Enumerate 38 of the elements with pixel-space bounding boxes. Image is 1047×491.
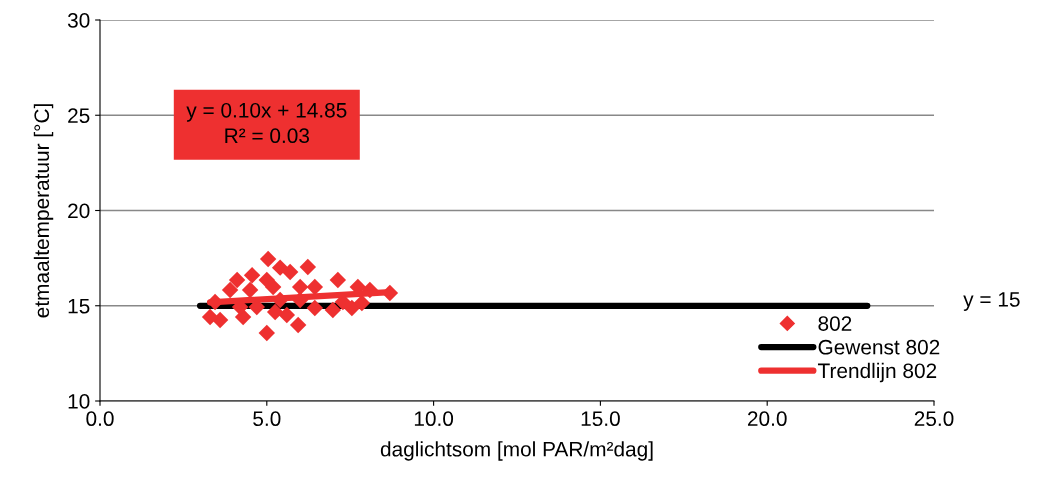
point <box>299 258 317 276</box>
point <box>259 250 277 268</box>
point <box>291 278 309 296</box>
point <box>353 294 371 312</box>
y-tick-label: 10 <box>68 394 90 409</box>
point <box>289 316 307 334</box>
y-tick-label: 15 <box>68 298 90 314</box>
point <box>258 324 276 342</box>
legend-label: Gewenst 802 <box>818 339 940 355</box>
x-tick-label: 5.0 <box>253 411 281 427</box>
point <box>243 267 261 284</box>
y-tick-label: 20 <box>68 203 90 219</box>
y-axis-title: etmaaltemperatuur [°C] <box>33 104 54 318</box>
annotation: y = 0.10x + 14.85 R² = 0.03 <box>186 102 347 144</box>
point <box>329 271 347 289</box>
point <box>306 278 324 296</box>
point <box>266 303 284 321</box>
point <box>278 306 296 324</box>
legend-label: 802 <box>818 316 852 331</box>
point <box>306 299 324 317</box>
y-tick-label: 25 <box>68 108 90 123</box>
point <box>271 259 289 276</box>
x-tick-label: 20.0 <box>747 411 787 427</box>
point <box>258 271 276 289</box>
y-tick-label: 30 <box>67 13 90 28</box>
x-tick-label: 10.0 <box>414 411 454 427</box>
point <box>228 271 246 289</box>
text: y = 15 <box>963 292 1020 311</box>
point <box>201 308 219 326</box>
legend-label: Trendlijn 802 <box>817 362 937 383</box>
point <box>221 281 239 299</box>
x-tick-label: 15.0 <box>581 411 620 427</box>
point <box>281 263 299 281</box>
x-tick-label: 25.0 <box>914 411 954 427</box>
point <box>241 281 259 299</box>
point <box>324 301 342 319</box>
x-tick-label: 0.0 <box>86 411 114 427</box>
x-axis-title: daglichtsom [mol PAR/m²dag] <box>380 441 653 461</box>
